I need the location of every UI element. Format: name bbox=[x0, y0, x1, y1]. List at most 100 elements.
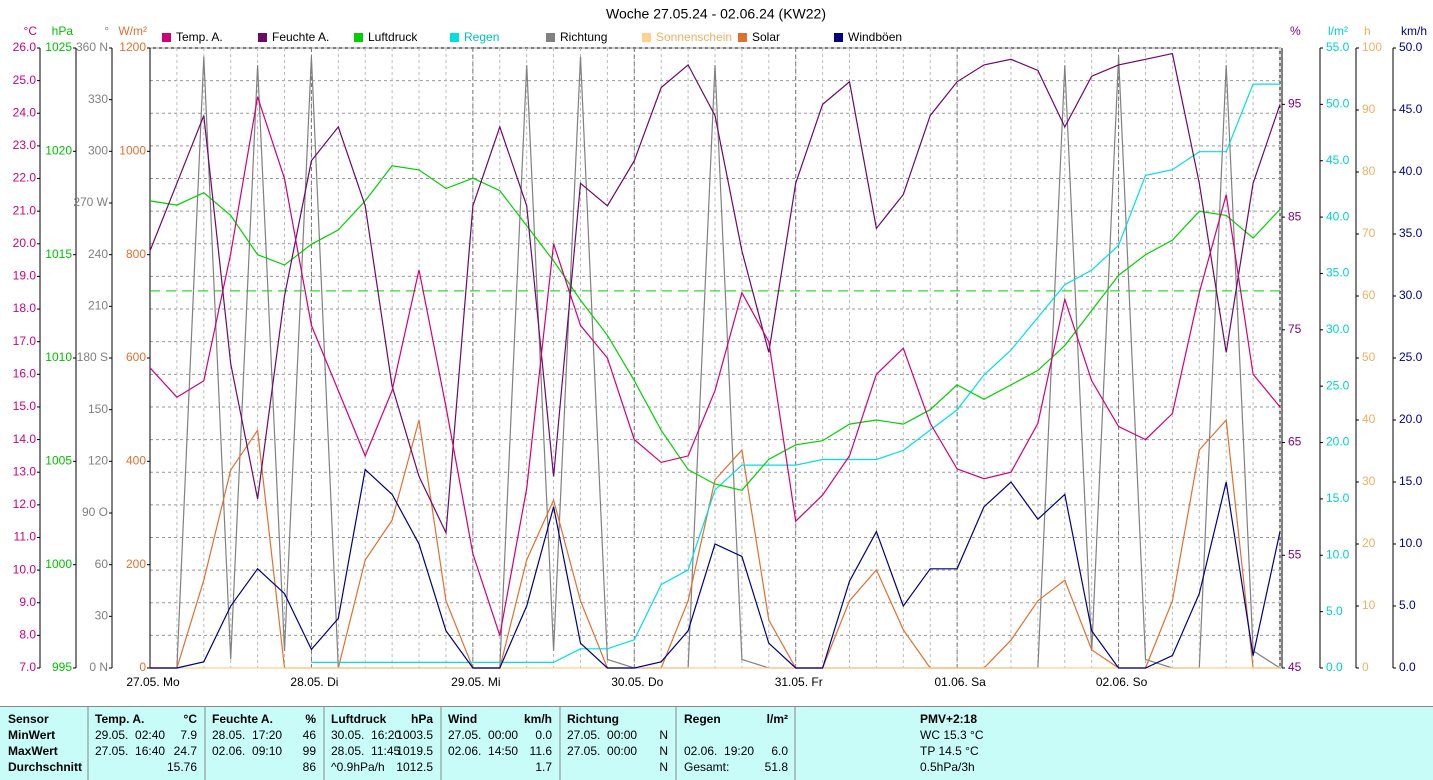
legend-label: Windböen bbox=[848, 30, 902, 44]
table-cell: 29.05. 02:40 bbox=[95, 728, 165, 742]
table-cell: 1003.5 bbox=[396, 728, 433, 742]
y-tick-label: 1025 bbox=[45, 40, 72, 54]
y-tick-label: 22.0 bbox=[13, 171, 37, 185]
y-tick-label: 17.0 bbox=[13, 334, 37, 348]
y-tick-label: 15.0 bbox=[13, 399, 37, 413]
table-header: % bbox=[305, 712, 316, 726]
table-header: PMV+2:18 bbox=[920, 712, 977, 726]
table-cell: 51.8 bbox=[765, 760, 789, 774]
y-tick-label: 80 bbox=[1362, 164, 1376, 178]
table-cell: 1019.5 bbox=[396, 744, 433, 758]
axis-unit: l/m² bbox=[1328, 24, 1348, 38]
x-tick-label: 02.06. So bbox=[1096, 675, 1148, 689]
y-tick-label: 16.0 bbox=[13, 366, 37, 380]
legend-label: Richtung bbox=[560, 30, 607, 44]
y-tick-label: 1200 bbox=[119, 40, 146, 54]
y-tick-label: 20 bbox=[1362, 536, 1376, 550]
table-cell: MinWert bbox=[8, 728, 55, 742]
legend-label: Luftdruck bbox=[368, 30, 418, 44]
y-tick-label: 90 O bbox=[82, 505, 108, 519]
series-line bbox=[311, 83, 1280, 663]
legend-swatch bbox=[162, 33, 171, 42]
legend-swatch bbox=[834, 33, 843, 42]
y-tick-label: 18.0 bbox=[13, 301, 37, 315]
y-tick-label: 60 bbox=[95, 557, 109, 571]
y-tick-label: 30 bbox=[95, 609, 109, 623]
y-tick-label: 240 bbox=[88, 247, 108, 261]
y-tick-label: 25.0 bbox=[13, 73, 37, 87]
axis-unit: °C bbox=[24, 24, 38, 38]
table-header: hPa bbox=[411, 712, 433, 726]
y-tick-label: 75 bbox=[1288, 322, 1302, 336]
y-tick-label: 30.0 bbox=[1399, 288, 1423, 302]
legend-label: Temp. A. bbox=[176, 30, 223, 44]
y-tick-label: 8.0 bbox=[19, 628, 36, 642]
y-tick-label: 85 bbox=[1288, 209, 1302, 223]
y-tick-label: 20.0 bbox=[1399, 412, 1423, 426]
y-tick-label: 40 bbox=[1362, 412, 1376, 426]
y-tick-label: 20.0 bbox=[1326, 435, 1350, 449]
y-tick-label: 12.0 bbox=[13, 497, 37, 511]
y-tick-label: 60 bbox=[1362, 288, 1376, 302]
axis-unit: h bbox=[1364, 24, 1371, 38]
table-header: Richtung bbox=[567, 712, 619, 726]
y-tick-label: 45 bbox=[1288, 660, 1302, 674]
y-tick-label: 10.0 bbox=[1399, 536, 1423, 550]
y-tick-label: 45.0 bbox=[1399, 102, 1423, 116]
y-tick-label: 25.0 bbox=[1326, 378, 1350, 392]
table-cell: Durchschnitt bbox=[8, 760, 82, 774]
table-cell: 7.9 bbox=[180, 728, 197, 742]
axis-unit: hPa bbox=[52, 24, 74, 38]
y-tick-label: 180 S bbox=[77, 350, 108, 364]
table-cell: 02.06. 19:20 bbox=[684, 744, 754, 758]
table-header: Wind bbox=[448, 712, 477, 726]
table-cell: 1012.5 bbox=[396, 760, 433, 774]
y-tick-label: 21.0 bbox=[13, 203, 37, 217]
y-tick-label: 1015 bbox=[45, 247, 72, 261]
legend-label: Feuchte A. bbox=[272, 30, 329, 44]
legend-swatch bbox=[354, 33, 363, 42]
x-tick-label: 29.05. Mi bbox=[451, 675, 500, 689]
y-tick-label: 35.0 bbox=[1326, 266, 1350, 280]
y-tick-label: 15.0 bbox=[1399, 474, 1423, 488]
table-header: Regen bbox=[684, 712, 721, 726]
x-tick-label: 28.05. Di bbox=[290, 675, 338, 689]
table-lines bbox=[0, 706, 1433, 780]
y-tick-label: 55 bbox=[1288, 547, 1302, 561]
table-cell: N bbox=[659, 728, 668, 742]
y-tick-label: 11.0 bbox=[14, 530, 37, 544]
x-tick-label: 27.05. Mo bbox=[126, 675, 180, 689]
table-header: Temp. A. bbox=[95, 712, 144, 726]
table-cell: 46 bbox=[303, 728, 317, 742]
legend-swatch bbox=[450, 33, 459, 42]
y-tick-label: 40.0 bbox=[1326, 209, 1350, 223]
y-tick-label: 300 bbox=[88, 144, 108, 158]
table-header: °C bbox=[184, 712, 198, 726]
table-cell: N bbox=[659, 760, 668, 774]
table-header: Luftdruck bbox=[331, 712, 387, 726]
y-tick-label: 95 bbox=[1288, 97, 1302, 111]
y-tick-label: 1000 bbox=[119, 144, 146, 158]
table-cell: 0.0 bbox=[535, 728, 552, 742]
y-tick-label: 600 bbox=[126, 350, 146, 364]
table-cell: TP 14.5 °C bbox=[920, 744, 979, 758]
y-tick-label: 10.0 bbox=[13, 562, 37, 576]
table-cell: 15.76 bbox=[167, 760, 197, 774]
table-header: Sensor bbox=[8, 712, 49, 726]
y-tick-label: 70 bbox=[1362, 226, 1376, 240]
y-tick-label: 360 N bbox=[76, 40, 108, 54]
y-tick-label: 1020 bbox=[45, 144, 72, 158]
table-cell: 27.05. 16:40 bbox=[95, 744, 165, 758]
table-cell: 27.05. 00:00 bbox=[567, 744, 637, 758]
axis-unit: km/h bbox=[1401, 24, 1427, 38]
y-tick-label: 25.0 bbox=[1399, 350, 1423, 364]
y-tick-label: 10 bbox=[1362, 598, 1376, 612]
y-tick-label: 1000 bbox=[45, 557, 72, 571]
y-tick-label: 14.0 bbox=[13, 432, 37, 446]
x-tick-label: 30.05. Do bbox=[611, 675, 663, 689]
legend-swatch bbox=[258, 33, 267, 42]
y-tick-label: 0 bbox=[1362, 660, 1369, 674]
series-line bbox=[150, 468, 1281, 669]
y-tick-label: 995 bbox=[52, 660, 72, 674]
axis-unit: ° bbox=[104, 24, 109, 38]
